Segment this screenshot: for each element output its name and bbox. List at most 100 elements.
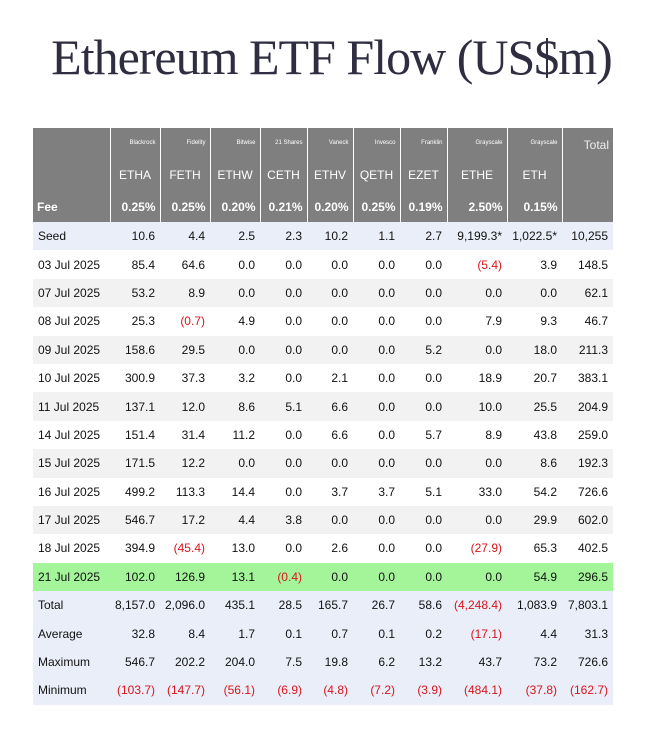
cell: 5.1 [260, 392, 307, 421]
cell: 499.2 [110, 477, 160, 506]
cell: 65.3 [507, 534, 562, 563]
cell: 9,199.3* [447, 222, 507, 251]
cell: 0.0 [400, 562, 447, 592]
row-label: 11 Jul 2025 [33, 392, 110, 421]
row-label: 07 Jul 2025 [33, 278, 110, 308]
table-row: Average 32.8 8.4 1.7 0.1 0.7 0.1 0.2 (17.1) 4.4 31… [33, 619, 613, 648]
issuer: Fidelity [159, 128, 210, 158]
cell: 54.9 [507, 562, 562, 592]
total-header: Total [561, 128, 613, 192]
cell: 4.9 [210, 307, 260, 336]
row-label: 16 Jul 2025 [33, 477, 110, 506]
cell: 435.1 [210, 591, 260, 620]
cell: 10.6 [110, 222, 160, 251]
cell: 3.7 [307, 477, 353, 506]
cell: 0.0 [307, 278, 353, 308]
row-label: Total [33, 591, 110, 620]
cell: 0.0 [447, 335, 507, 364]
cell: 11.2 [210, 420, 260, 450]
header-cell [33, 128, 110, 158]
cell: 546.7 [110, 505, 160, 535]
cell: (17.1) [447, 619, 507, 648]
table-row: 07 Jul 2025 53.2 8.9 0.0 0.0 0.0 0.0 0.0 0.0 0.0 6… [33, 278, 613, 308]
cell: 602.0 [562, 505, 613, 535]
cell: 0.7 [307, 619, 353, 648]
cell: 5.1 [400, 477, 447, 506]
issuer: Franklin [399, 128, 447, 158]
cell: 7,803.1 [562, 591, 613, 620]
cell: 726.6 [562, 647, 613, 677]
cell: 2.1 [307, 363, 353, 393]
cell: (3.9) [400, 676, 447, 705]
cell: (147.7) [160, 676, 210, 705]
cell: 2.3 [260, 222, 307, 251]
fee-total [561, 192, 613, 222]
cell: 0.0 [353, 307, 400, 336]
cell: 58.6 [400, 591, 447, 620]
cell: 0.0 [400, 534, 447, 563]
table-row: 16 Jul 2025 499.2 113.3 14.4 0.0 3.7 3.7 5.1 33.… [33, 477, 613, 506]
cell: 0.0 [400, 363, 447, 393]
cell: 0.0 [447, 505, 507, 535]
cell: 1,083.9 [507, 591, 562, 620]
fee: 0.25% [159, 192, 210, 222]
cell: 0.0 [447, 278, 507, 308]
cell: 8.6 [210, 392, 260, 421]
row-label: 08 Jul 2025 [33, 307, 110, 336]
cell: 0.0 [447, 562, 507, 592]
cell: 0.0 [260, 363, 307, 393]
table-row: 14 Jul 2025 151.4 31.4 11.2 0.0 6.6 0.0 5.7 8.9 4… [33, 420, 613, 450]
table-row: Seed 10.6 4.4 2.5 2.3 10.2 1.1 2.7 9,199.3* 1,022… [33, 222, 613, 251]
cell: 0.0 [353, 335, 400, 364]
cell: 0.0 [307, 335, 353, 364]
cell: (162.7) [562, 676, 613, 705]
cell: 296.5 [562, 562, 613, 592]
cell: 0.0 [260, 335, 307, 364]
cell: (7.2) [353, 676, 400, 705]
fee: 0.19% [399, 192, 447, 222]
ticker: ETH [506, 158, 562, 192]
cell: 62.1 [562, 278, 613, 308]
cell: 2.5 [210, 222, 260, 251]
cell: 0.0 [353, 278, 400, 308]
cell: 113.3 [160, 477, 210, 506]
cell: 0.0 [353, 392, 400, 421]
cell: 0.0 [260, 477, 307, 506]
cell: 0.0 [447, 449, 507, 478]
cell: 259.0 [562, 420, 613, 450]
ticker: ETHE [446, 158, 507, 192]
fee: 2.50% [446, 192, 507, 222]
cell: 204.0 [210, 647, 260, 677]
cell: 0.0 [307, 307, 353, 336]
cell: 165.7 [307, 591, 353, 620]
cell: (45.4) [160, 534, 210, 563]
cell: 0.0 [400, 278, 447, 308]
issuer-row: Blackrock Fidelity Bitwise 21 Shares Vaneck I… [33, 128, 613, 192]
cell: 726.6 [562, 477, 613, 506]
cell: (37.8) [507, 676, 562, 705]
cell: 12.0 [160, 392, 210, 421]
cell: 2.6 [307, 534, 353, 563]
cell: 8,157.0 [110, 591, 160, 620]
table-row: 10 Jul 2025 300.9 37.3 3.2 0.0 2.1 0.0 0.0 18.9 2… [33, 363, 613, 393]
cell: 64.6 [160, 250, 210, 279]
cell: 3.2 [210, 363, 260, 393]
table-row: Minimum (103.7) (147.7) (56.1) (6.9) (4.8) (7.… [33, 676, 613, 705]
cell: 31.3 [562, 619, 613, 648]
cell: 202.2 [160, 647, 210, 677]
cell: 0.0 [353, 420, 400, 450]
issuer: Grayscale [506, 128, 562, 158]
table-row: 09 Jul 2025 158.6 29.5 0.0 0.0 0.0 0.0 5.2 0.0 18… [33, 335, 613, 364]
cell: (5.4) [447, 250, 507, 279]
cell: (4,248.4) [447, 591, 507, 620]
cell: 383.1 [562, 363, 613, 393]
cell: 43.7 [447, 647, 507, 677]
cell: (484.1) [447, 676, 507, 705]
ticker: CETH [259, 158, 307, 192]
cell: 8.4 [160, 619, 210, 648]
cell: 0.0 [210, 335, 260, 364]
cell: 8.9 [447, 420, 507, 450]
cell: 18.0 [507, 335, 562, 364]
cell: 13.2 [400, 647, 447, 677]
